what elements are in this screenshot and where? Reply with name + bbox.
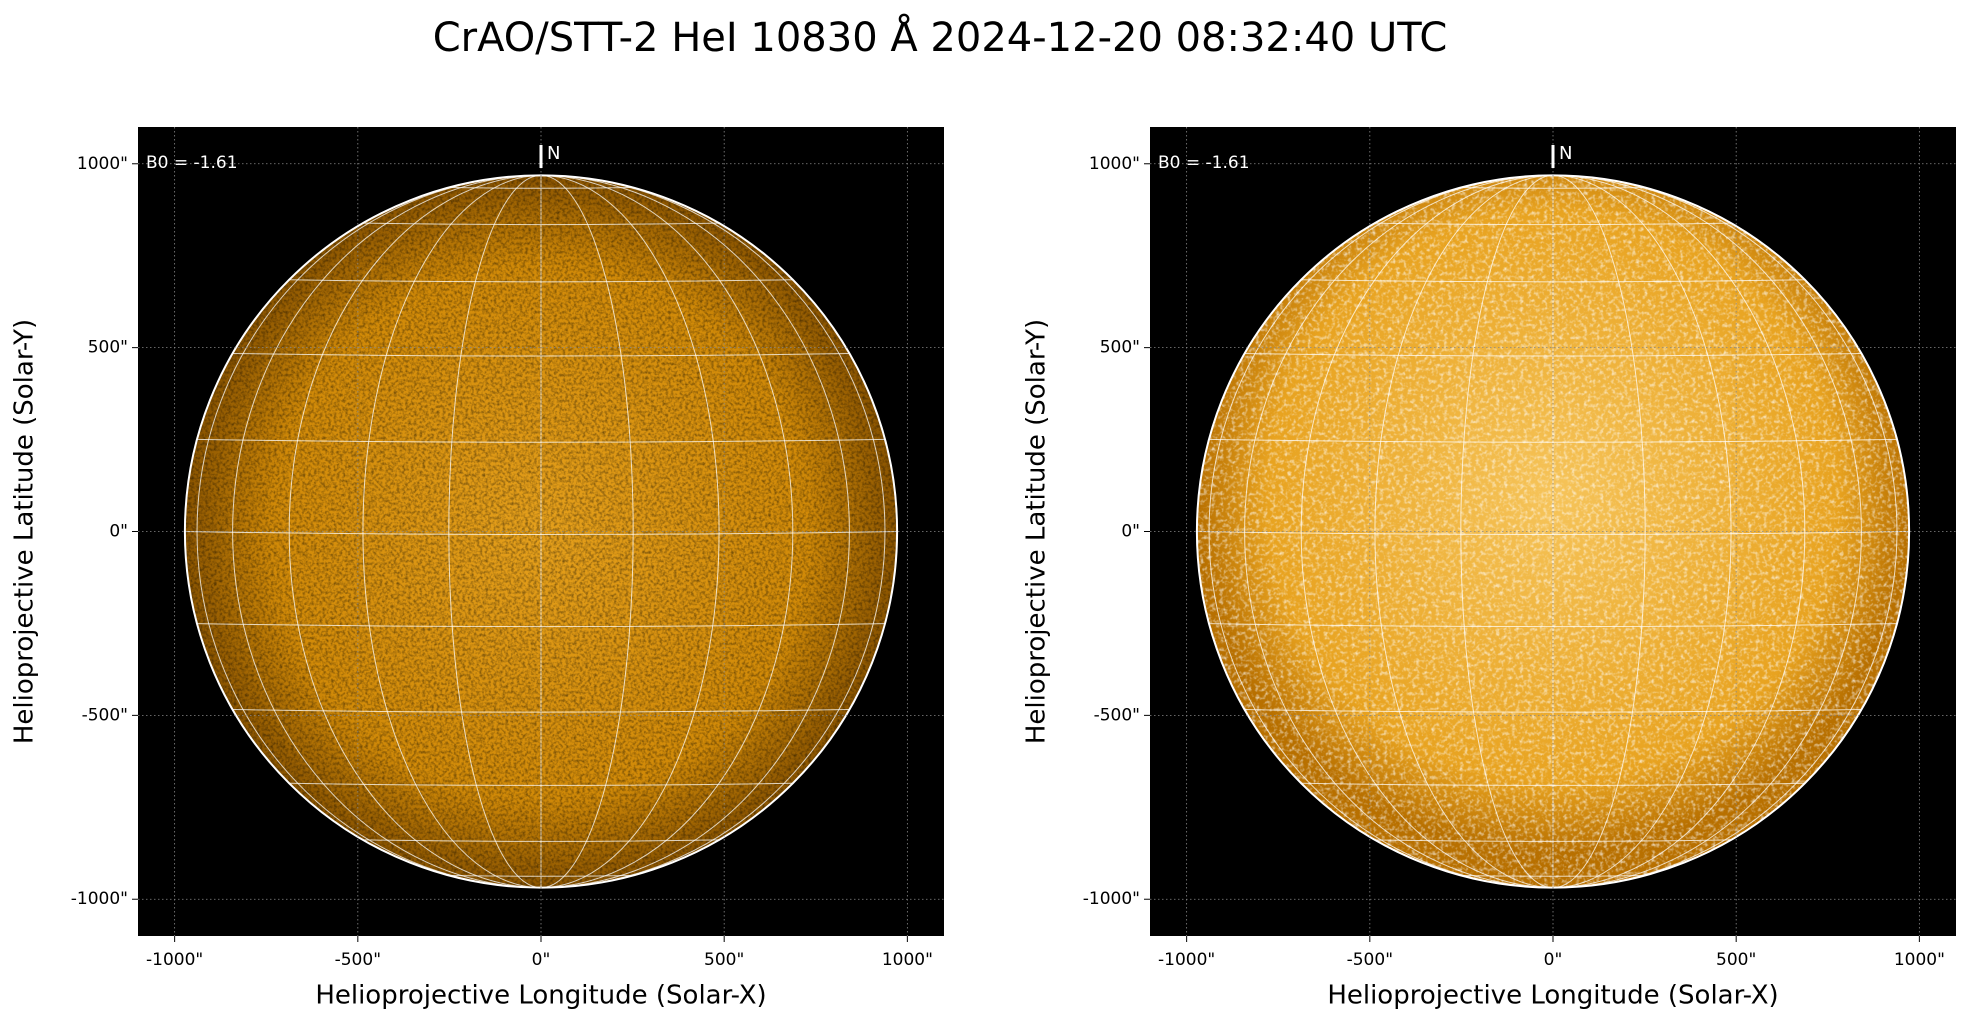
longitude-line	[1552, 175, 1806, 888]
y-tick-label: 0"	[1121, 522, 1140, 542]
longitude-line	[540, 175, 634, 888]
longitude-line	[540, 175, 886, 888]
b0-annotation: B0 = -1.61	[146, 153, 238, 173]
panel: -1000" -500" 0" 500" 1000" -1000" -500" 0" 500" 1…	[10, 127, 944, 1011]
x-tick-label: 1000"	[882, 950, 933, 970]
x-tick-label: -1000"	[146, 950, 203, 970]
x-tick-label: 0"	[532, 950, 551, 970]
y-tick-label: 500"	[88, 338, 128, 358]
x-tick-label: 500"	[704, 950, 744, 970]
longitude-line	[1552, 175, 1898, 888]
x-tick-label: 500"	[1716, 950, 1756, 970]
x-tick-label: 0"	[1544, 950, 1563, 970]
y-tick-label: -1000"	[71, 889, 128, 909]
y-tick-label: -1000"	[1083, 889, 1140, 909]
longitude-line	[1552, 175, 1862, 888]
longitude-line	[540, 175, 794, 888]
y-axis-label: Helioprojective Latitude (Solar-Y)	[1022, 319, 1052, 744]
longitude-line	[196, 175, 542, 888]
y-tick-label: 500"	[1100, 338, 1140, 358]
y-tick-label: -500"	[1094, 705, 1140, 725]
north-label: N	[1559, 143, 1572, 164]
y-tick-label: -500"	[82, 705, 128, 725]
b0-annotation: B0 = -1.61	[1158, 153, 1250, 173]
north-label: N	[547, 143, 560, 164]
x-tick-label: -500"	[335, 950, 381, 970]
longitude-line	[1460, 175, 1554, 888]
y-tick-label: 1000"	[77, 154, 128, 174]
x-tick-label: 1000"	[1894, 950, 1945, 970]
x-axis-label: Helioprojective Longitude (Solar-X)	[315, 981, 766, 1011]
x-tick-label: -500"	[1347, 950, 1393, 970]
x-axis-label: Helioprojective Longitude (Solar-X)	[1327, 981, 1778, 1011]
y-tick-label: 1000"	[1089, 154, 1140, 174]
longitude-line	[448, 175, 542, 888]
longitude-line	[1552, 175, 1646, 888]
y-tick-label: 0"	[109, 522, 128, 542]
longitude-line	[1300, 175, 1554, 888]
x-tick-label: -1000"	[1158, 950, 1215, 970]
y-axis-label: Helioprojective Latitude (Solar-Y)	[10, 319, 40, 744]
longitude-line	[288, 175, 542, 888]
longitude-line	[540, 175, 850, 888]
panel: -1000" -500" 0" 500" 1000" -1000" -500" 0" 500" 1…	[1022, 127, 1956, 1011]
figure-title: CrAO/STT-2 HeI 10830 Å 2024-12-20 08:32:…	[433, 13, 1448, 61]
longitude-line	[1244, 175, 1554, 888]
longitude-line	[232, 175, 542, 888]
longitude-line	[1208, 175, 1554, 888]
